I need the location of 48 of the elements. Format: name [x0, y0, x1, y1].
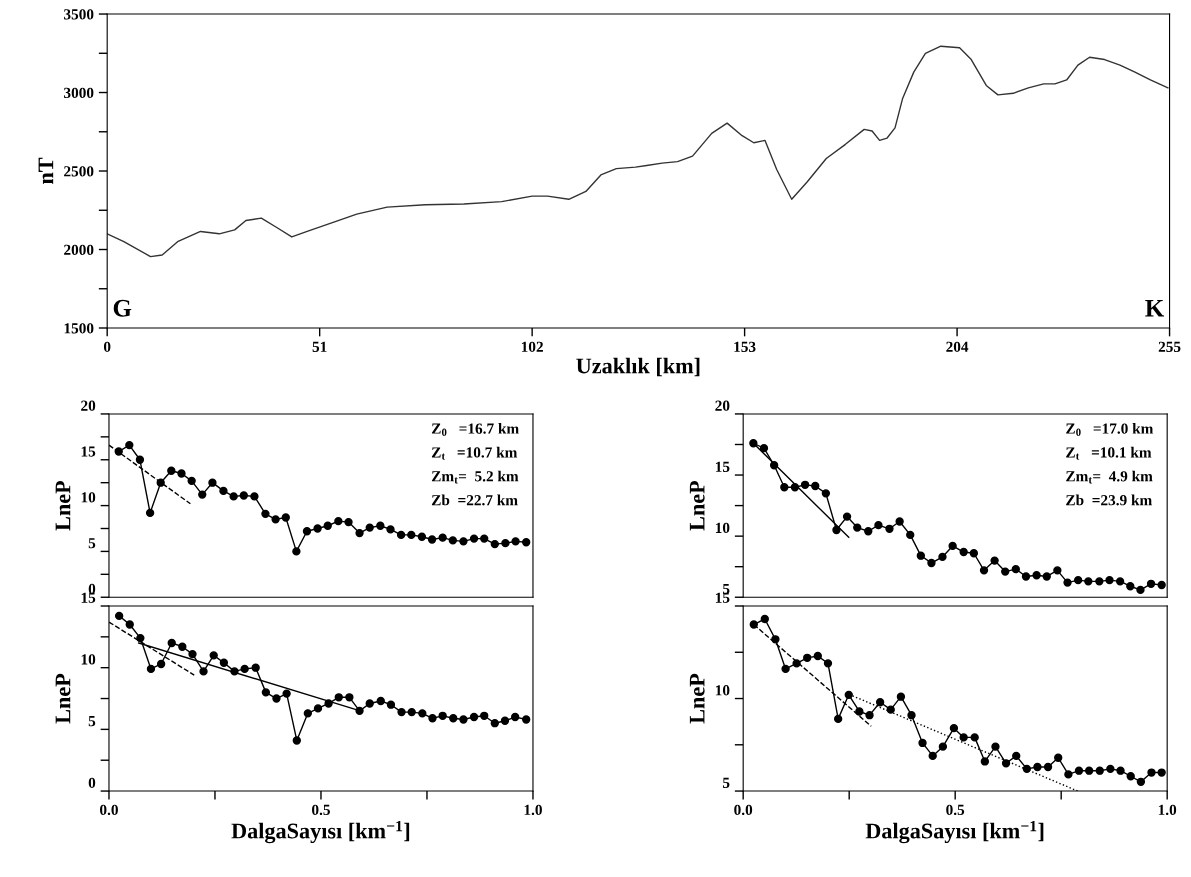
y-tick-label: 10: [715, 522, 730, 534]
x-axis-title: Uzaklık [km]: [576, 357, 700, 377]
annotation: Z$_{t}$ =10.1 km: [1066, 446, 1152, 460]
y-axis-title: LneP: [55, 673, 71, 724]
y-tick-label: 20: [81, 400, 96, 411]
annotation: Zm$_{t}$= 4.9 km: [1066, 470, 1153, 484]
x-tick-label: 1.0: [1158, 804, 1177, 816]
y-axis-title: LneP: [55, 480, 71, 531]
y-tick-label: 3500: [64, 9, 94, 20]
y-tick-label: 2500: [64, 166, 94, 177]
x-tick-label: 51: [312, 341, 327, 352]
x-tick-label: 0.0: [100, 804, 118, 816]
y-tick-label: 5: [722, 777, 730, 788]
x-tick-label: 255: [1158, 341, 1181, 352]
y-tick-label: 15: [81, 592, 96, 603]
y-tick-label: 20: [715, 400, 730, 411]
y-tick-label: 3000: [64, 87, 94, 98]
x-tick-label: 1.0: [524, 804, 542, 816]
text: Z$_{0}$ =17.0 km: [1066, 423, 1154, 436]
x-axis-title: DalgaSayısı [km$^{−1}$]: [231, 820, 410, 844]
y-tick-label: 2000: [64, 244, 94, 255]
y-axis-title: nT: [38, 157, 54, 185]
annotation: Zm$_{t}$= 5.2 km: [431, 470, 519, 484]
annotation: K: [1145, 300, 1165, 317]
x-tick-label: 0.5: [312, 804, 330, 816]
y-tick-label: 10: [81, 492, 96, 503]
annotation: Zb =22.7 km: [431, 494, 518, 506]
y-axis-title: LneP: [689, 673, 705, 724]
y-tick-label: 5: [88, 538, 96, 549]
y-tick-label: 10: [81, 654, 96, 665]
y-tick-label: 15: [81, 446, 96, 457]
y-tick-label: 5: [88, 716, 96, 727]
text: Z$_{0}$ =16.7 km: [431, 423, 519, 436]
x-tick-label: 102: [521, 341, 543, 352]
annotation: G: [113, 299, 132, 317]
x-tick-label: 0: [103, 341, 111, 352]
annotation: Z$_{t}$ =10.7 km: [431, 446, 518, 460]
y-tick-label: 1500: [64, 323, 94, 334]
annotation: Zb =23.9 km: [1066, 494, 1152, 506]
y-tick-label: 10: [715, 685, 730, 696]
x-tick-label: 153: [734, 341, 756, 352]
y-axis-title: LneP: [689, 480, 705, 531]
y-tick-label: 0: [88, 777, 96, 788]
x-tick-label: 0.5: [946, 804, 965, 816]
x-tick-label: 0.0: [734, 804, 753, 816]
y-tick-label: 15: [715, 461, 730, 472]
x-axis-title: DalgaSayısı [km$^{−1}$]: [865, 820, 1044, 844]
x-tick-label: 204: [946, 341, 969, 352]
